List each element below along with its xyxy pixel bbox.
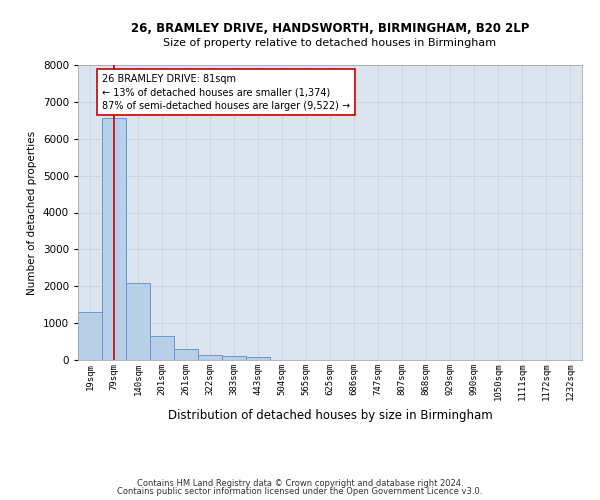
Bar — [246, 357, 270, 360]
Bar — [78, 312, 102, 360]
Text: 26, BRAMLEY DRIVE, HANDSWORTH, BIRMINGHAM, B20 2LP: 26, BRAMLEY DRIVE, HANDSWORTH, BIRMINGHA… — [131, 22, 529, 36]
Text: Size of property relative to detached houses in Birmingham: Size of property relative to detached ho… — [163, 38, 497, 48]
Bar — [222, 356, 246, 360]
Text: Contains HM Land Registry data © Crown copyright and database right 2024.: Contains HM Land Registry data © Crown c… — [137, 478, 463, 488]
X-axis label: Distribution of detached houses by size in Birmingham: Distribution of detached houses by size … — [167, 408, 493, 422]
Bar — [174, 350, 198, 360]
Bar — [102, 118, 126, 360]
Text: 26 BRAMLEY DRIVE: 81sqm
← 13% of detached houses are smaller (1,374)
87% of semi: 26 BRAMLEY DRIVE: 81sqm ← 13% of detache… — [102, 74, 350, 110]
Text: Contains public sector information licensed under the Open Government Licence v3: Contains public sector information licen… — [118, 487, 482, 496]
Bar — [198, 355, 222, 360]
Bar — [126, 282, 150, 360]
Bar — [150, 336, 174, 360]
Y-axis label: Number of detached properties: Number of detached properties — [27, 130, 37, 294]
